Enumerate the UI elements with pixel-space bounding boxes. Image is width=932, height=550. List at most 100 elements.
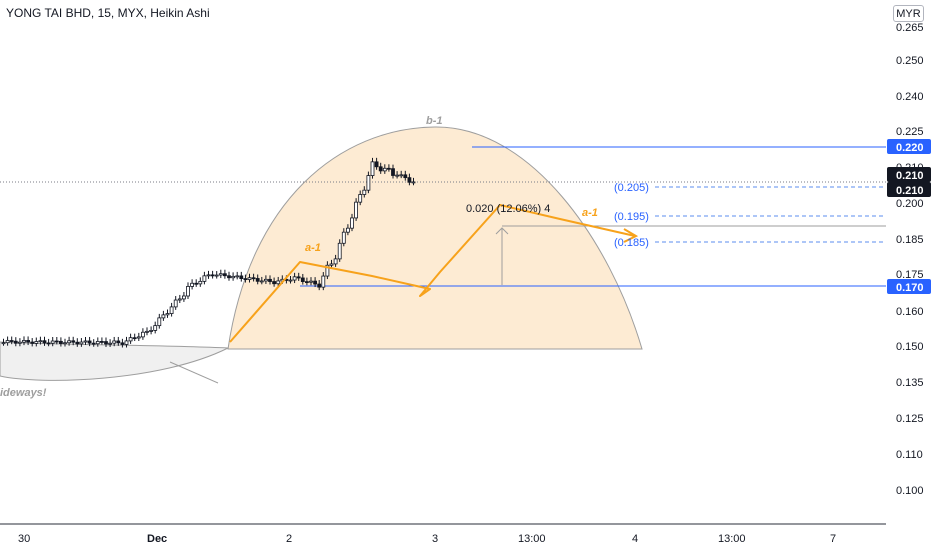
candle-body (67, 340, 71, 344)
candle-body (272, 281, 277, 285)
x-tick: 30 (18, 533, 30, 545)
candle-body (9, 340, 14, 342)
price-label-0210a: 0.210 (887, 167, 931, 182)
y-tick: 0.240 (896, 91, 924, 103)
candle-body (17, 341, 22, 344)
candle-body (79, 341, 84, 345)
candle-body (120, 342, 125, 345)
candle-body (247, 277, 252, 280)
candle-body (124, 340, 129, 345)
price-label-0170: 0.170 (887, 279, 931, 294)
candle-body (407, 177, 412, 183)
y-tick: 0.135 (896, 377, 924, 389)
x-tick: Dec (147, 533, 167, 545)
price-label-0210b: 0.210 (887, 182, 931, 197)
y-tick: 0.225 (896, 126, 924, 138)
candle-body (95, 341, 100, 345)
y-tick: 0.100 (896, 485, 924, 497)
candle-body (239, 275, 244, 280)
fib-label-0195: (0.195) (614, 211, 649, 223)
candle-body (26, 340, 31, 343)
x-axis[interactable]: 30 Dec 2 3 13:00 4 13:00 7 (18, 533, 836, 545)
candle-body (112, 340, 117, 344)
candle-body (382, 167, 387, 172)
sideways-tail (169, 361, 219, 384)
wave-label-1: a-1 (305, 242, 321, 254)
candle-body (186, 286, 190, 297)
y-tick: 0.125 (896, 413, 924, 425)
candle-body (140, 331, 145, 338)
candle-body (222, 273, 227, 277)
candle-body (91, 342, 96, 345)
measure-text: 0.020 (12.06%) 4 (466, 203, 550, 215)
fib-label-0185: (0.185) (614, 237, 649, 249)
candle-body (214, 274, 219, 277)
svg-text:0.210: 0.210 (896, 170, 924, 182)
candle-body (374, 161, 379, 168)
y-tick: 0.200 (896, 198, 924, 210)
candle-body (181, 295, 186, 300)
zigzag-wave[interactable] (229, 204, 636, 343)
candle-body (206, 274, 211, 277)
candle-body (190, 282, 195, 287)
candle-body (227, 275, 231, 279)
candle-body (300, 277, 305, 283)
price-label-0220: 0.220 (887, 139, 931, 154)
candles-group (1, 157, 416, 348)
candle-body (87, 340, 92, 344)
candle-body (337, 242, 342, 260)
candle-body (292, 276, 297, 281)
candle-body (75, 341, 80, 345)
y-tick: 0.150 (896, 341, 924, 353)
fib-label-0205: (0.205) (614, 182, 649, 194)
x-tick: 13:00 (718, 533, 746, 545)
candle-body (411, 181, 416, 184)
candle-body (288, 279, 293, 282)
currency-badge[interactable]: MYR (893, 5, 924, 22)
candle-body (198, 280, 203, 285)
candle-body (104, 341, 108, 345)
candle-body (173, 299, 178, 308)
y-tick: 0.265 (896, 22, 924, 34)
candle-body (116, 340, 121, 344)
y-axis[interactable]: 0.265 0.250 0.240 0.225 0.210 0.200 0.18… (896, 22, 924, 497)
candle-body (50, 340, 55, 344)
candle-body (83, 340, 88, 343)
candle-body (22, 340, 26, 343)
candle-body (136, 336, 141, 339)
y-tick: 0.160 (896, 306, 924, 318)
candle-body (399, 174, 404, 177)
candle-body (59, 340, 63, 344)
y-tick: 0.110 (896, 449, 923, 461)
candle-body (259, 280, 264, 283)
candle-body (386, 167, 391, 170)
chart-title: YONG TAI BHD, 15, MYX, Heikin Ashi (6, 6, 210, 20)
candle-body (321, 275, 326, 288)
candle-body (362, 189, 367, 195)
candle-body (358, 194, 363, 203)
candle-body (309, 280, 313, 283)
candle-body (350, 217, 354, 229)
candle-body (5, 340, 10, 344)
cup-label: b-1 (426, 115, 443, 127)
candle-body (231, 275, 236, 279)
candle-body (30, 341, 35, 344)
candle-body (243, 278, 248, 281)
candle-body (329, 263, 334, 266)
candle-body (13, 340, 18, 344)
x-tick: 13:00 (518, 533, 546, 545)
candle-body (202, 275, 207, 282)
candle-body (395, 174, 400, 177)
y-tick: 0.185 (896, 234, 924, 246)
candle-body (34, 341, 39, 344)
candle-body (218, 273, 223, 276)
candle-body (194, 282, 199, 285)
svg-text:0.210: 0.210 (896, 185, 924, 197)
candle-body (54, 340, 59, 343)
candle-body (251, 277, 256, 280)
x-tick: 2 (286, 533, 292, 545)
candle-body (71, 340, 76, 343)
candle-body (149, 330, 154, 332)
candle-body (165, 313, 170, 316)
